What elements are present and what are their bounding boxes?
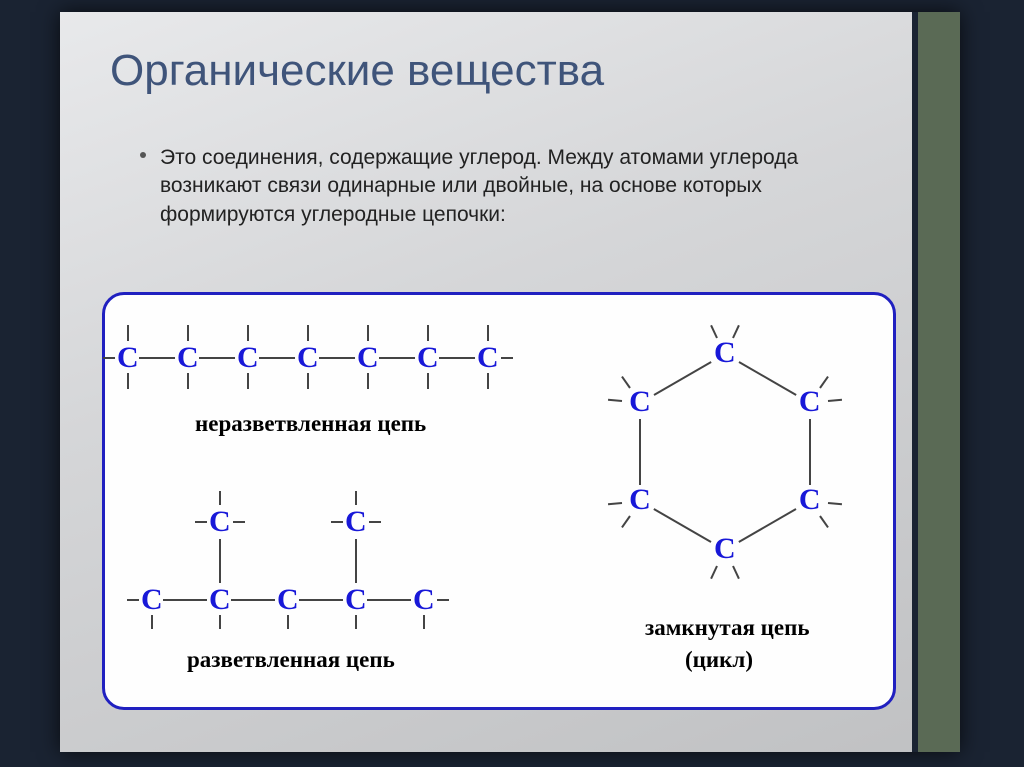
bond-tick [711, 566, 719, 580]
bond-tick [247, 325, 249, 341]
bond-dash [369, 521, 381, 523]
bond-tick [247, 373, 249, 389]
bond-vertical [219, 539, 221, 583]
bond-tick [187, 373, 189, 389]
bond-horizontal [299, 599, 343, 601]
carbon-atom: C [799, 387, 821, 417]
cyclic-label-2: (цикл) [685, 647, 753, 673]
carbon-atom: C [277, 585, 299, 615]
carbon-atom: C [209, 585, 231, 615]
bond-tick [367, 373, 369, 389]
bond-tick [711, 325, 719, 339]
bond-tick [828, 502, 842, 505]
bond-tick [287, 615, 289, 629]
bullet-icon [140, 152, 146, 158]
bond-tick [732, 566, 740, 580]
bond-horizontal [231, 599, 275, 601]
carbon-atom: C [357, 343, 379, 373]
bond-ring [653, 361, 711, 396]
carbon-atom: C [714, 534, 736, 564]
bond-tick [219, 615, 221, 629]
bond-tick [127, 373, 129, 389]
bond-tick [487, 373, 489, 389]
bond-tick [127, 325, 129, 341]
bond-horizontal [439, 357, 475, 359]
bond-dash [127, 599, 139, 601]
carbon-atom: C [209, 507, 231, 537]
bond-dash [501, 357, 513, 359]
carbon-atom: C [417, 343, 439, 373]
bond-tick [355, 615, 357, 629]
bond-tick [427, 373, 429, 389]
bond-tick [307, 373, 309, 389]
bond-ring [738, 361, 796, 396]
bond-horizontal [259, 357, 295, 359]
bond-tick [307, 325, 309, 341]
bond-tick [608, 502, 622, 505]
carbon-atom: C [345, 585, 367, 615]
linear-label: неразветвленная цепь [195, 411, 426, 437]
bond-tick [355, 491, 357, 505]
bond-tick [608, 399, 622, 402]
bond-dash [103, 357, 115, 359]
carbon-atom: C [477, 343, 499, 373]
bond-tick [423, 615, 425, 629]
carbon-atom: C [297, 343, 319, 373]
bond-vertical [355, 539, 357, 583]
bond-horizontal [199, 357, 235, 359]
carbon-atom: C [629, 387, 651, 417]
title-area: Органические вещества [110, 46, 604, 96]
bond-horizontal [163, 599, 207, 601]
bond-tick [621, 515, 631, 528]
bond-dash [331, 521, 343, 523]
bond-tick [367, 325, 369, 341]
cyclic-label-1: замкнутая цепь [645, 615, 810, 641]
slide-frame: Органические вещества Это соединения, со… [60, 12, 960, 752]
bond-ring [639, 419, 641, 485]
bond-tick [828, 399, 842, 402]
bond-ring [809, 419, 811, 485]
carbon-atom: C [237, 343, 259, 373]
bond-tick [819, 515, 829, 528]
slide-body: Это соединения, содержащие углерод. Межд… [160, 144, 840, 229]
bond-tick [487, 325, 489, 341]
bond-dash [195, 521, 207, 523]
branched-label: разветвленная цепь [187, 647, 395, 673]
carbon-atom: C [799, 485, 821, 515]
bond-dash [233, 521, 245, 523]
bond-tick [219, 491, 221, 505]
bond-horizontal [139, 357, 175, 359]
bond-ring [738, 508, 796, 543]
slide-title: Органические вещества [110, 46, 604, 96]
carbon-atom: C [413, 585, 435, 615]
carbon-atom: C [345, 507, 367, 537]
bond-tick [151, 615, 153, 629]
bond-horizontal [367, 599, 411, 601]
bond-tick [621, 376, 631, 389]
bond-tick [819, 376, 829, 389]
bond-dash [437, 599, 449, 601]
carbon-atom: C [177, 343, 199, 373]
bond-horizontal [319, 357, 355, 359]
bond-tick [187, 325, 189, 341]
carbon-atom: C [714, 338, 736, 368]
diagram-container: C C C C C C C неразветвленная цепь C C C C C C C раз… [102, 292, 896, 710]
carbon-atom: C [117, 343, 139, 373]
carbon-atom: C [141, 585, 163, 615]
accent-strip [912, 12, 960, 752]
bond-ring [653, 508, 711, 543]
bond-horizontal [379, 357, 415, 359]
bond-tick [427, 325, 429, 341]
carbon-atom: C [629, 485, 651, 515]
